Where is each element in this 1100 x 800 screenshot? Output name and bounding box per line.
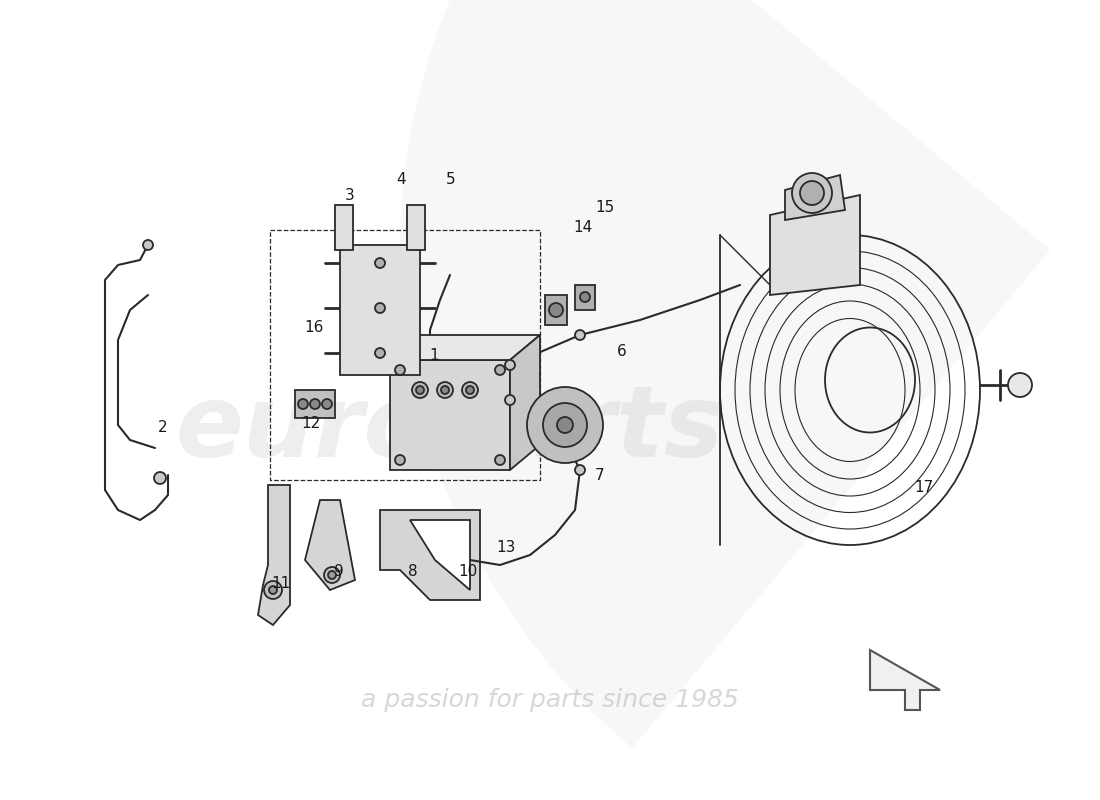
Text: 11: 11 bbox=[271, 577, 290, 591]
Polygon shape bbox=[305, 500, 355, 590]
Circle shape bbox=[270, 586, 277, 594]
Polygon shape bbox=[870, 650, 940, 710]
Text: 12: 12 bbox=[301, 417, 321, 431]
Polygon shape bbox=[258, 485, 290, 625]
Circle shape bbox=[375, 303, 385, 313]
Bar bbox=[407, 205, 425, 250]
Circle shape bbox=[375, 258, 385, 268]
Circle shape bbox=[416, 386, 424, 394]
Bar bbox=[336, 205, 353, 250]
Bar bbox=[295, 390, 336, 418]
Circle shape bbox=[557, 417, 573, 433]
Circle shape bbox=[143, 240, 153, 250]
Text: 14: 14 bbox=[573, 221, 593, 235]
Circle shape bbox=[322, 399, 332, 409]
Circle shape bbox=[575, 330, 585, 340]
Text: 16: 16 bbox=[304, 321, 323, 335]
Circle shape bbox=[328, 571, 336, 579]
Text: 5: 5 bbox=[447, 173, 455, 187]
Circle shape bbox=[298, 399, 308, 409]
Circle shape bbox=[495, 455, 505, 465]
Circle shape bbox=[549, 303, 563, 317]
Text: 1: 1 bbox=[430, 349, 439, 363]
Polygon shape bbox=[390, 335, 540, 360]
Circle shape bbox=[527, 387, 603, 463]
Text: 6: 6 bbox=[617, 345, 626, 359]
Text: euroParts: euroParts bbox=[176, 382, 724, 478]
Circle shape bbox=[154, 472, 166, 484]
Text: 9: 9 bbox=[334, 565, 343, 579]
Circle shape bbox=[264, 581, 282, 599]
Bar bbox=[575, 285, 595, 310]
Bar bbox=[340, 245, 420, 375]
Circle shape bbox=[575, 465, 585, 475]
Wedge shape bbox=[400, 0, 1050, 748]
Text: 13: 13 bbox=[496, 541, 516, 555]
Circle shape bbox=[441, 386, 449, 394]
Text: 3: 3 bbox=[345, 189, 354, 203]
Circle shape bbox=[395, 455, 405, 465]
Circle shape bbox=[375, 348, 385, 358]
Circle shape bbox=[466, 386, 474, 394]
Circle shape bbox=[1008, 373, 1032, 397]
Polygon shape bbox=[390, 360, 510, 470]
Text: 2: 2 bbox=[158, 421, 167, 435]
Circle shape bbox=[462, 382, 478, 398]
Circle shape bbox=[310, 399, 320, 409]
Bar bbox=[544, 295, 566, 325]
Circle shape bbox=[800, 181, 824, 205]
Polygon shape bbox=[379, 510, 480, 600]
Circle shape bbox=[580, 292, 590, 302]
Text: 17: 17 bbox=[914, 481, 934, 495]
Circle shape bbox=[437, 382, 453, 398]
Text: 8: 8 bbox=[408, 565, 417, 579]
Text: a passion for parts since 1985: a passion for parts since 1985 bbox=[361, 688, 739, 712]
Circle shape bbox=[395, 365, 405, 375]
Text: 15: 15 bbox=[595, 201, 615, 215]
Text: 7: 7 bbox=[595, 469, 604, 483]
Text: 4: 4 bbox=[397, 173, 406, 187]
Polygon shape bbox=[785, 175, 845, 220]
Text: 10: 10 bbox=[458, 565, 477, 579]
Circle shape bbox=[412, 382, 428, 398]
Circle shape bbox=[543, 403, 587, 447]
Polygon shape bbox=[510, 335, 540, 470]
Circle shape bbox=[505, 360, 515, 370]
Circle shape bbox=[495, 365, 505, 375]
Polygon shape bbox=[410, 520, 470, 590]
Polygon shape bbox=[770, 195, 860, 295]
Circle shape bbox=[505, 395, 515, 405]
Circle shape bbox=[324, 567, 340, 583]
Circle shape bbox=[792, 173, 832, 213]
